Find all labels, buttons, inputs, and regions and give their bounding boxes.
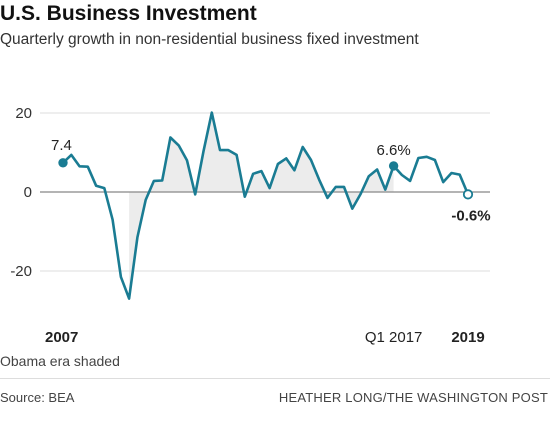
source-credit: Source: BEA xyxy=(0,390,75,405)
x-axis-label-1: Q1 2017 xyxy=(365,329,423,345)
chart-title: U.S. Business Investment xyxy=(0,2,257,25)
x-axis-label-0: 2007 xyxy=(45,329,78,345)
x-axis-label-2: 2019 xyxy=(451,329,484,345)
y-tick-label-20: 20 xyxy=(15,105,32,122)
chart-subtitle: Quarterly growth in non-residential busi… xyxy=(0,31,419,48)
annotation-label-1: 6.6% xyxy=(377,142,411,159)
footer-divider xyxy=(0,378,550,379)
annotation-label-2: -0.6% xyxy=(451,207,490,224)
y-tick-label--20: -20 xyxy=(10,263,32,280)
business-investment-chart: 20 0 -20 7.4 6.6% -0.6% 2007 Q1 2017 2019 xyxy=(10,105,490,345)
annotation-point-1 xyxy=(388,161,399,171)
annotation-label-0: 7.4 xyxy=(51,137,72,154)
shading-note: Obama era shaded xyxy=(0,353,120,369)
investment-growth-line xyxy=(61,111,470,300)
author-credit: HEATHER LONG/THE WASHINGTON POST xyxy=(278,390,548,405)
annotation-point-0 xyxy=(58,158,68,168)
annotation-point-2 xyxy=(462,189,474,200)
y-tick-label-0: 0 xyxy=(24,184,32,201)
